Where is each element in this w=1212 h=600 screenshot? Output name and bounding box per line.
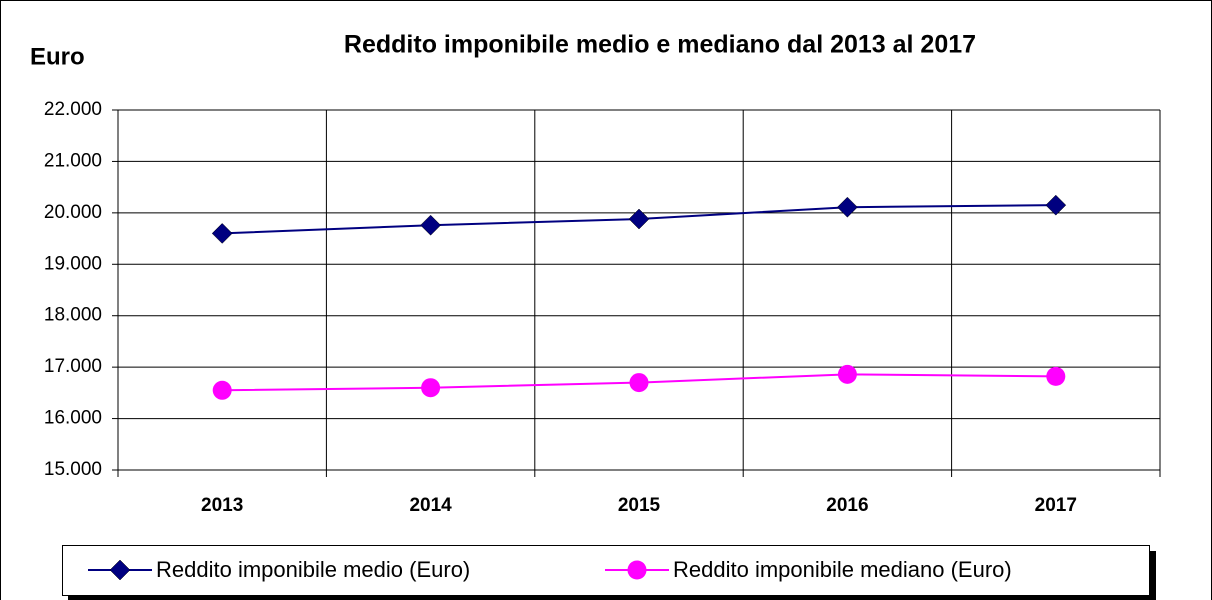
y-tick-label: 22.000 [44, 99, 102, 120]
x-tick-label: 2013 [201, 495, 243, 516]
y-tick-label: 16.000 [44, 408, 102, 429]
legend-label: Reddito imponibile mediano (Euro) [673, 557, 1012, 582]
marker [421, 378, 441, 398]
marker [628, 208, 650, 230]
y-tick-label: 15.000 [44, 459, 102, 480]
y-tick-label: 19.000 [44, 253, 102, 274]
legend-label: Reddito imponibile medio (Euro) [156, 557, 470, 582]
marker [211, 223, 233, 244]
marker [629, 373, 649, 393]
y-tick-label: 20.000 [44, 202, 102, 223]
marker [1046, 366, 1066, 386]
x-tick-label: 2017 [1035, 495, 1077, 516]
marker [420, 214, 441, 236]
y-axis-label: Euro [30, 43, 85, 70]
y-tick-label: 17.000 [44, 356, 102, 377]
marker [109, 559, 131, 581]
marker [837, 364, 857, 384]
x-tick-label: 2016 [826, 495, 868, 516]
marker [837, 196, 858, 218]
marker [1045, 194, 1067, 216]
y-tick-label: 18.000 [44, 305, 102, 326]
x-tick-label: 2015 [618, 495, 661, 516]
chart-title: Reddito imponibile medio e mediano dal 2… [344, 31, 976, 59]
y-tick-label: 21.000 [44, 150, 102, 171]
marker [212, 380, 232, 400]
x-tick-label: 2014 [409, 495, 452, 516]
marker [627, 560, 647, 580]
